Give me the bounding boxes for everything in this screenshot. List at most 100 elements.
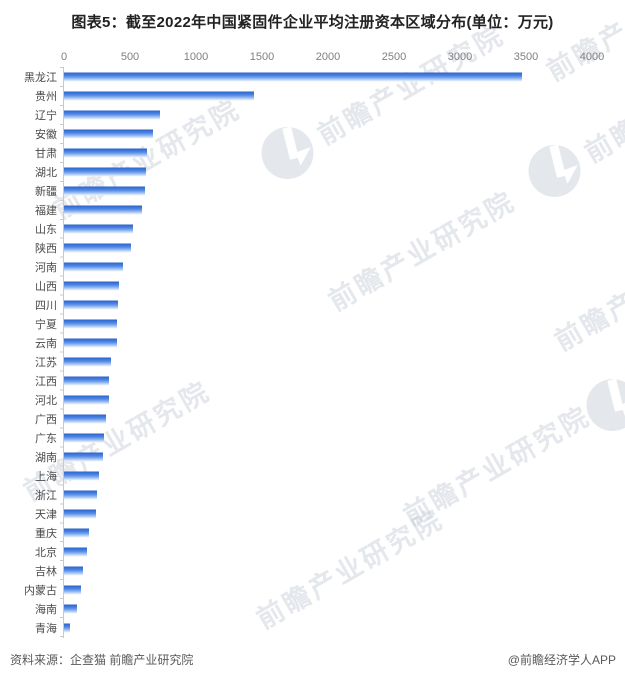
category-label: 山东 <box>35 224 57 237</box>
bar <box>64 262 124 272</box>
bar-row <box>64 561 592 580</box>
bar <box>64 585 82 595</box>
bar-rows <box>64 68 592 637</box>
category-label: 江苏 <box>35 357 57 370</box>
bar-row <box>64 163 592 182</box>
x-tick-label: 0 <box>60 51 68 63</box>
bar-row <box>64 106 592 125</box>
bar <box>64 547 88 557</box>
category-label: 陕西 <box>35 243 57 256</box>
category-label: 江西 <box>35 375 57 388</box>
bar <box>64 433 105 443</box>
category-label: 内蒙古 <box>24 584 57 597</box>
bar <box>64 490 97 500</box>
bar <box>64 452 103 462</box>
bar-row <box>64 87 592 106</box>
bar <box>64 376 109 386</box>
bar <box>64 319 118 329</box>
bar-row <box>64 580 592 599</box>
bar-row <box>64 125 592 144</box>
category-label: 湖北 <box>35 167 57 180</box>
bar-row <box>64 618 592 637</box>
bar-row <box>64 144 592 163</box>
bar <box>64 281 120 291</box>
plot-area <box>64 68 592 637</box>
bar <box>64 110 160 120</box>
category-label: 四川 <box>35 300 57 313</box>
bar-row <box>64 296 592 315</box>
category-label: 河北 <box>35 394 57 407</box>
category-label: 甘肃 <box>35 148 57 161</box>
bar <box>64 72 522 82</box>
bar-row <box>64 485 592 504</box>
bar-row <box>64 68 592 87</box>
bar-row <box>64 372 592 391</box>
chart-title: 图表5：截至2022年中国紧固件企业平均注册资本区域分布(单位：万元) <box>71 14 554 31</box>
x-tick-label: 2500 <box>381 51 407 63</box>
category-label: 云南 <box>35 338 57 351</box>
y-axis-line <box>63 67 64 638</box>
y-axis-ticks <box>60 67 63 639</box>
x-axis: 0 500 1000 1500 2000 2500 3000 3500 4000 <box>60 51 604 65</box>
x-tick-label: 2000 <box>315 51 341 63</box>
category-label: 天津 <box>35 508 57 521</box>
x-tick-label: 1500 <box>249 51 275 63</box>
bar-row <box>64 504 592 523</box>
bar-row <box>64 182 592 201</box>
bar-row <box>64 409 592 428</box>
bar-row <box>64 390 592 409</box>
x-tick-label: 3500 <box>513 51 539 63</box>
category-label: 重庆 <box>35 527 57 540</box>
bar <box>64 129 153 139</box>
bar <box>64 186 146 196</box>
bar-row <box>64 258 592 277</box>
bar <box>64 509 96 519</box>
bar <box>64 471 99 481</box>
category-label: 浙江 <box>35 489 57 502</box>
category-label: 贵州 <box>35 91 57 104</box>
bar <box>64 604 78 614</box>
bar-row <box>64 239 592 258</box>
bar-row <box>64 542 592 561</box>
source-text: 资料来源：企查猫 前瞻产业研究院 <box>10 653 194 667</box>
bar-row <box>64 353 592 372</box>
x-tick-label: 500 <box>120 51 140 63</box>
category-label: 河南 <box>35 262 57 275</box>
category-label: 广东 <box>35 432 57 445</box>
x-tick-label: 1000 <box>183 51 209 63</box>
category-label: 青海 <box>35 622 57 635</box>
x-tick-label: 3000 <box>447 51 473 63</box>
category-label: 辽宁 <box>35 110 57 123</box>
bar <box>64 623 70 633</box>
bar-row <box>64 447 592 466</box>
category-label: 北京 <box>35 546 57 559</box>
bar <box>64 91 255 101</box>
bar-row <box>64 201 592 220</box>
category-label: 安徽 <box>35 129 57 142</box>
bar <box>64 338 117 348</box>
bar <box>64 148 147 158</box>
bar-row <box>64 428 592 447</box>
bar-row <box>64 277 592 296</box>
bar <box>64 205 142 215</box>
bar-row <box>64 466 592 485</box>
bar <box>64 243 132 253</box>
bar <box>64 528 90 538</box>
category-label: 湖南 <box>35 451 57 464</box>
category-label: 海南 <box>35 603 57 616</box>
category-label: 宁夏 <box>35 319 57 332</box>
x-tick-label: 4000 <box>579 51 605 63</box>
category-label: 广西 <box>35 413 57 426</box>
bar-row <box>64 523 592 542</box>
bar-row <box>64 599 592 618</box>
category-label: 新疆 <box>35 186 57 199</box>
category-label: 黑龙江 <box>24 72 57 85</box>
category-label: 吉林 <box>35 565 57 578</box>
bar-row <box>64 220 592 239</box>
category-label: 福建 <box>35 205 57 218</box>
bar <box>64 167 147 177</box>
bar <box>64 300 119 310</box>
category-label: 上海 <box>35 470 57 483</box>
